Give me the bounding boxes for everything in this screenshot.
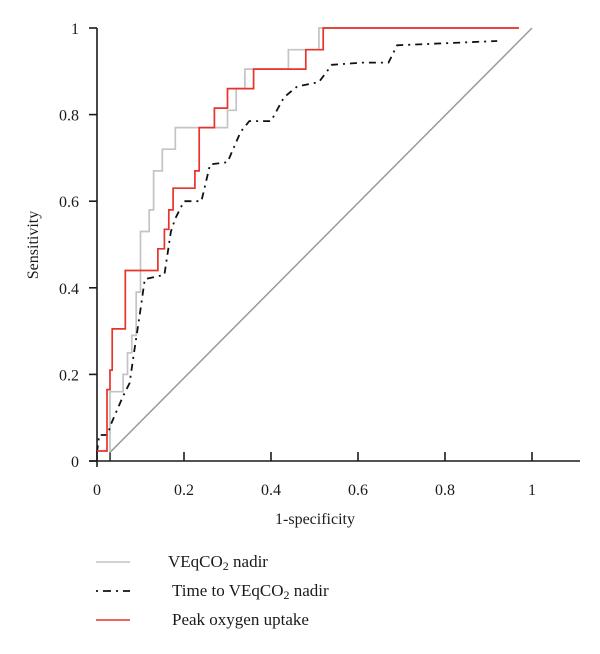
- legend-label-text: Peak oxygen uptake: [172, 610, 309, 629]
- legend-label: Peak oxygen uptake: [172, 610, 309, 630]
- x-tick-label: 0.6: [348, 482, 368, 499]
- legend-swatch: [96, 561, 130, 563]
- x-tick-label: 0.8: [435, 482, 455, 499]
- series-line-time-to-veqco2-nadir: [96, 40, 498, 453]
- legend-swatch: [96, 619, 130, 621]
- series-line-veqco2-nadir: [109, 27, 519, 453]
- x-axis-label: 1-specificity: [275, 511, 355, 528]
- roc-chart: 0 0.2 0.4 0.6 0.8 1 0 0.2 0.4 0.6 0.8 1 1-specifici…: [25, 21, 580, 528]
- legend-label: VEqCO2 nadir: [168, 552, 268, 572]
- y-tick-label: 0: [71, 454, 79, 471]
- legend-label-subscript: 2: [283, 588, 290, 602]
- legend-label: Time to VEqCO2 nadir: [172, 581, 329, 601]
- y-tick-label: 0.4: [59, 281, 79, 298]
- legend-label-tail: nadir: [289, 581, 329, 600]
- chance-diagonal: [109, 27, 533, 453]
- series-line-peak-oxygen-uptake: [97, 27, 519, 452]
- y-axis-label: Sensitivity: [25, 211, 42, 279]
- x-tick-label: 1: [528, 482, 536, 499]
- x-tick-label: 0: [93, 482, 101, 499]
- y-tick-label: 0.8: [59, 108, 79, 125]
- legend-swatch: [96, 590, 130, 592]
- legend-label-tail: nadir: [228, 552, 268, 571]
- x-tick-label: 0.2: [174, 482, 194, 499]
- plot-area: [96, 27, 533, 453]
- axes: 0 0.2 0.4 0.6 0.8 1 0 0.2 0.4 0.6 0.8 1: [59, 21, 580, 499]
- y-tick-label: 0.2: [59, 367, 79, 384]
- legend-label-text: VEqCO: [168, 552, 223, 571]
- legend-label-text: Time to VEqCO: [172, 581, 284, 600]
- legend-label-subscript: 2: [222, 559, 229, 573]
- y-tick-label: 1: [71, 21, 79, 38]
- x-tick-label: 0.4: [261, 482, 281, 499]
- y-tick-label: 0.6: [59, 194, 79, 211]
